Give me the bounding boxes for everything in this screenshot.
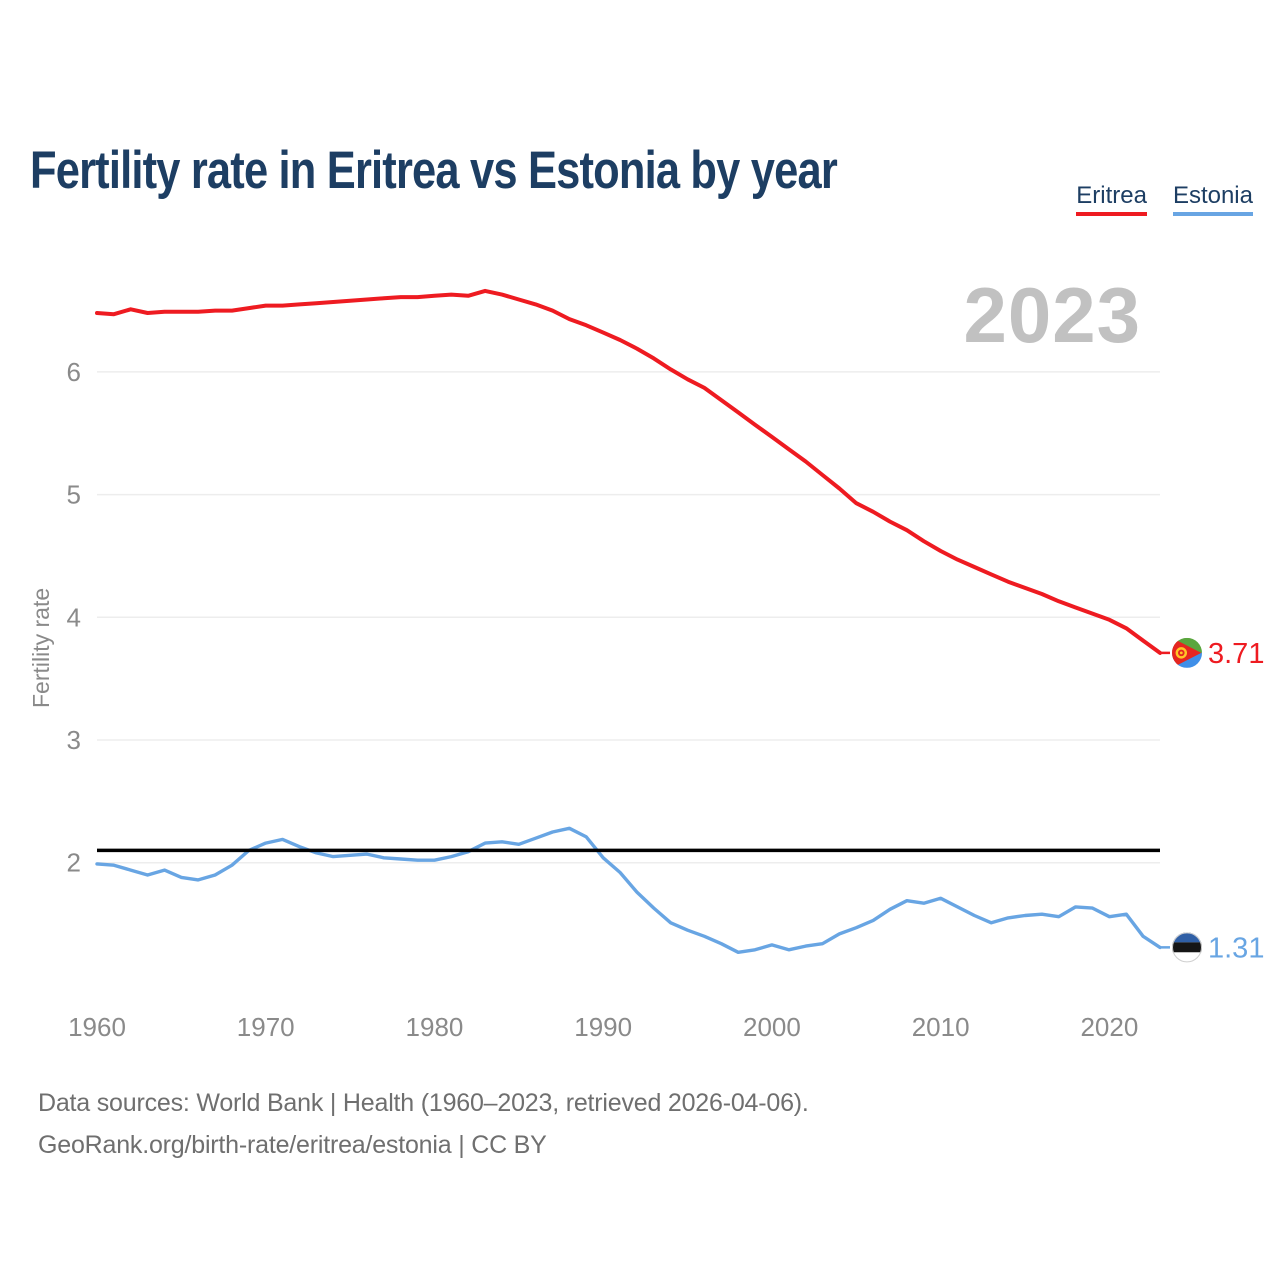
x-tick-label: 2010 [912,1012,970,1042]
y-tick-label: 2 [67,848,81,878]
page-title: Fertility rate in Eritrea vs Estonia by … [30,140,838,200]
end-value-label-eritrea: 3.71 [1208,638,1264,670]
eritrea-flag-icon [1172,637,1202,668]
year-watermark: 2023 [963,271,1141,359]
x-tick-labels: 1960 1970 1980 1990 2000 2010 2020 [68,1012,1138,1042]
estonia-flag-icon [1172,932,1202,963]
x-tick-label: 1970 [237,1012,295,1042]
legend-item-estonia[interactable]: Estonia [1172,184,1253,216]
series-line-eritrea [95,288,1162,655]
legend-item-eritrea[interactable]: Eritrea [1076,184,1147,216]
x-tick-label: 1990 [574,1012,632,1042]
legend: Eritrea Estonia [1076,184,1253,216]
series-line-estonia [95,826,1162,954]
source-attribution: Data sources: World Bank | Health (1960–… [38,1082,809,1166]
data-sources-line: Data sources: World Bank | Health (1960–… [38,1089,809,1117]
license-line: GeoRank.org/birth-rate/eritrea/estonia |… [38,1131,547,1159]
x-tick-label: 2000 [743,1012,801,1042]
x-tick-label: 1980 [406,1012,464,1042]
y-tick-label: 5 [67,480,81,510]
y-tick-label: 3 [67,725,81,755]
x-tick-label: 2020 [1080,1012,1138,1042]
x-tick-label: 1960 [68,1012,126,1042]
y-tick-label: 4 [67,602,81,632]
end-value-label-estonia: 1.31 [1208,932,1264,964]
y-gridlines: 2 3 4 5 6 [67,357,1160,878]
fertility-line-chart: 2 3 4 5 6 1960 1970 1980 1990 2000 2010 2020 3.71 1.3… [67,288,1264,1042]
y-tick-label: 6 [67,357,81,387]
